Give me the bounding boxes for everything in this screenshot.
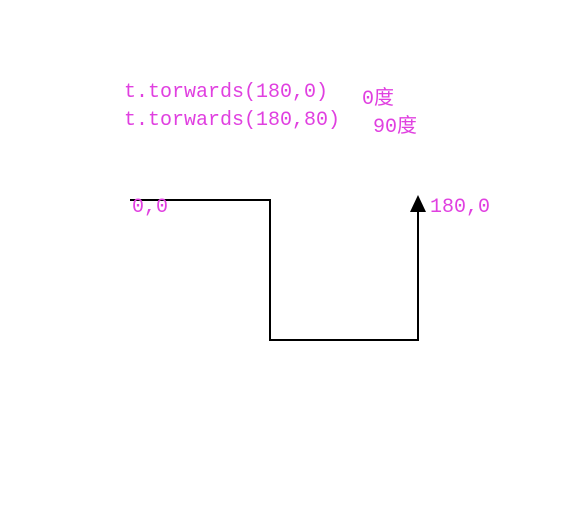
path-diagram [0,0,579,511]
turtle-path [130,200,418,340]
end-label: 180,0 [430,196,490,219]
origin-label: 0,0 [132,196,168,219]
arrow-head-icon [410,195,426,212]
